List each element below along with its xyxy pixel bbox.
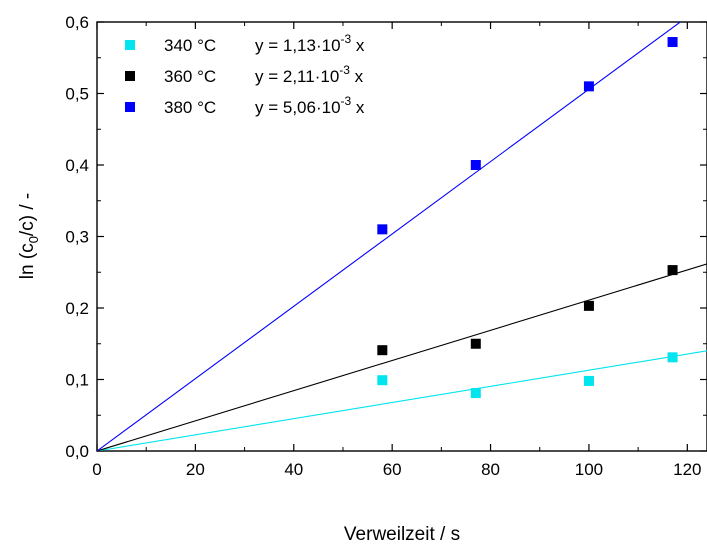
data-point — [377, 224, 388, 235]
legend-fit-equation: y = 5,06·10-3 x — [255, 94, 365, 117]
legend-series-name: 380 °C — [164, 98, 216, 117]
data-point — [667, 352, 678, 363]
fit-line — [97, 350, 707, 451]
x-tick-label: 120 — [673, 460, 701, 479]
data-points — [377, 37, 678, 399]
legend-fit-equation: y = 2,11·10-3 x — [255, 63, 364, 86]
x-tick-label: 80 — [481, 460, 500, 479]
data-point — [667, 265, 678, 276]
y-tick-label: 0,2 — [65, 299, 89, 318]
y-tick-label: 0,1 — [65, 371, 89, 390]
plot-frame — [96, 21, 707, 452]
x-tick-label: 60 — [383, 460, 402, 479]
legend-series-name: 360 °C — [164, 67, 216, 86]
fit-line — [97, 22, 682, 451]
axis-ticks: 0 20 40 60 80 100 120 0,0 0,1 0,2 0,3 0,4 0,5 0,6 — [65, 13, 707, 479]
legend-series-name: 340 °C — [164, 36, 216, 55]
y-tick-label: 0,5 — [65, 85, 89, 104]
y-tick-label: 0,0 — [65, 442, 89, 461]
data-point — [583, 375, 594, 386]
data-point — [583, 81, 594, 92]
legend-marker — [125, 71, 135, 81]
data-point — [667, 37, 678, 48]
data-point — [583, 300, 594, 311]
legend-marker — [125, 102, 135, 112]
data-point — [377, 345, 388, 356]
y-tick-label: 0,3 — [65, 228, 89, 247]
data-point — [470, 338, 481, 349]
y-axis-title: ln (c0/c) / - — [17, 193, 41, 279]
legend-marker — [125, 40, 135, 50]
data-point — [470, 388, 481, 399]
x-tick-label: 0 — [92, 460, 101, 479]
legend-fit-equation: y = 1,13·10-3 x — [255, 32, 365, 55]
y-tick-label: 0,6 — [65, 13, 89, 32]
legend: 340 °C y = 1,13·10-3 x 360 °C y = 2,11·10-3… — [125, 32, 365, 117]
fit-line — [97, 263, 707, 451]
x-tick-label: 100 — [575, 460, 603, 479]
fit-lines — [97, 22, 707, 451]
data-point — [377, 375, 388, 386]
data-point — [470, 160, 481, 170]
x-tick-label: 40 — [284, 460, 303, 479]
x-tick-label: 20 — [186, 460, 205, 479]
y-tick-label: 0,4 — [65, 156, 89, 175]
x-axis-title: Verweilzeit / s — [344, 524, 460, 545]
